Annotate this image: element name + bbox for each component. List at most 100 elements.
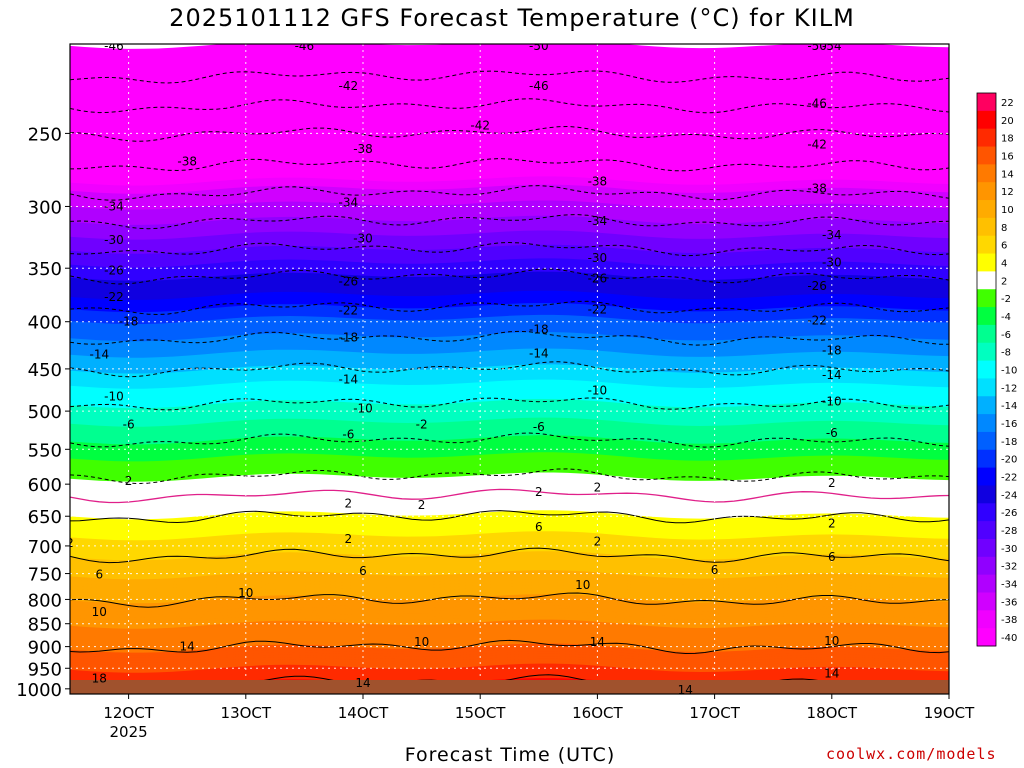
temperature-band xyxy=(70,611,949,625)
temperature-band xyxy=(70,567,949,581)
contour-label: 2 xyxy=(535,485,543,499)
contour-label: -26 xyxy=(588,271,608,285)
colorbar-label: 18 xyxy=(1001,134,1014,145)
contour-label: 2 xyxy=(66,536,74,550)
contour-line xyxy=(70,300,949,316)
x-tick-label: 14OCT xyxy=(338,704,389,722)
temperature-band xyxy=(70,343,949,359)
temperature-band xyxy=(70,635,949,649)
colorbar-label: 4 xyxy=(1001,258,1007,269)
contour-label: -34 xyxy=(588,214,608,228)
colorbar-swatch xyxy=(977,128,996,148)
temperature-band xyxy=(70,422,949,437)
colorbar-label: -18 xyxy=(1001,437,1017,448)
temperature-band xyxy=(70,643,949,657)
contour-line xyxy=(70,547,949,564)
y-tick-label: 950 xyxy=(28,659,62,680)
x-tick-label: 18OCT xyxy=(807,704,858,722)
temperature-band xyxy=(70,484,949,499)
colorbar-label: 20 xyxy=(1001,116,1014,127)
temperature-band xyxy=(70,408,949,424)
temperature-band xyxy=(70,582,949,596)
temperature-band xyxy=(70,534,949,549)
contour-label: 2 xyxy=(594,534,602,548)
temperature-band xyxy=(70,113,949,134)
colorbar-swatch xyxy=(977,342,996,362)
y-axis: 2503003504004505005506006507007508008509… xyxy=(16,124,70,701)
colorbar-label: -36 xyxy=(1001,597,1017,608)
temperature-band xyxy=(70,491,949,506)
contour-label: 14 xyxy=(678,683,693,697)
contour-label: -6 xyxy=(342,427,354,441)
y-tick-label: 750 xyxy=(28,565,62,586)
contour-labels: -46 -46 -50 -54-50-42 -46-42-46-42-38-38-38-… xyxy=(66,44,842,697)
temperature-band xyxy=(70,570,949,584)
colorbar-label: -40 xyxy=(1001,633,1017,644)
temperature-band xyxy=(70,495,949,510)
contour-label: -22 xyxy=(588,303,608,317)
temperature-band xyxy=(70,563,949,578)
temperature-band xyxy=(70,622,949,636)
temperature-band xyxy=(70,557,949,571)
x-tick-label: 15OCT xyxy=(455,704,506,722)
temperature-band xyxy=(70,448,949,463)
contour-line xyxy=(70,639,949,655)
contour-line xyxy=(70,592,949,608)
contour-label: 10 xyxy=(414,635,429,649)
temperature-band xyxy=(70,374,949,390)
contour-label: -38 xyxy=(353,142,373,156)
colorbar-swatch xyxy=(977,449,996,469)
contour-label: -18 xyxy=(339,330,359,344)
colorbar-swatch xyxy=(977,182,996,201)
contour-label: 2 xyxy=(345,497,353,511)
y-tick-label: 650 xyxy=(28,507,62,528)
temperature-band xyxy=(70,653,949,667)
temperature-band xyxy=(70,51,949,73)
temperature-band xyxy=(70,132,949,152)
temperature-band xyxy=(70,544,949,558)
temperature-band xyxy=(70,630,949,644)
colorbar-frame xyxy=(976,92,997,647)
contour-line xyxy=(70,214,949,230)
temperature-band xyxy=(70,541,949,555)
contour-label: -6 xyxy=(826,426,838,440)
temperature-band xyxy=(70,666,949,679)
colorbar-label: -32 xyxy=(1001,562,1017,573)
temperature-band xyxy=(70,476,949,491)
colorbar-label: -4 xyxy=(1001,312,1011,323)
contour-label: 2 xyxy=(125,474,133,488)
temperature-band xyxy=(70,616,949,630)
contour-label: -26 xyxy=(104,263,124,277)
colorbar-swatch xyxy=(977,610,996,629)
contour-label: -30 xyxy=(104,233,124,247)
temperature-band xyxy=(70,417,949,433)
temperature-band xyxy=(70,389,949,405)
y-tick-label: 900 xyxy=(28,638,62,659)
colorbar-label: -26 xyxy=(1001,508,1017,519)
temperature-band xyxy=(70,488,949,502)
temperature-band xyxy=(70,585,949,599)
temperature-band xyxy=(70,399,949,414)
contour-label: 6 xyxy=(535,520,543,534)
colorbar-label: -24 xyxy=(1001,490,1017,501)
temperature-band xyxy=(70,309,949,325)
contour-label: 2 xyxy=(418,498,426,512)
y-tick-label: 450 xyxy=(28,360,62,381)
temperature-band xyxy=(70,403,949,419)
contour-label: -46 xyxy=(529,79,549,93)
contour-label: -6 xyxy=(533,420,545,434)
temperature-band xyxy=(70,597,949,611)
contour-label: 6 xyxy=(711,563,719,577)
credit-link[interactable]: coolwx.com/models xyxy=(826,745,997,763)
colorbar-label: 8 xyxy=(1001,223,1007,234)
temperature-band xyxy=(70,472,949,487)
contour-label: 10 xyxy=(824,634,839,648)
temperature-band xyxy=(70,625,949,638)
colorbar-label: 16 xyxy=(1001,151,1014,162)
contour-label: -10 xyxy=(588,384,608,398)
temperature-band xyxy=(70,608,949,622)
contour-label: -26 xyxy=(339,275,359,289)
colorbar-label: 22 xyxy=(1001,98,1014,109)
contour-line xyxy=(70,98,949,114)
temperature-band xyxy=(70,159,949,179)
